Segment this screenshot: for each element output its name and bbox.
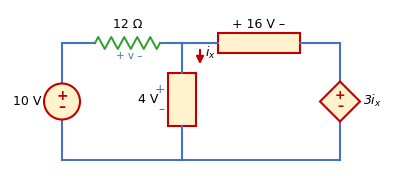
Text: 4 V: 4 V [138, 93, 158, 106]
Text: +: + [154, 83, 165, 96]
Text: +: + [334, 89, 345, 102]
Text: + 16 V –: + 16 V – [233, 18, 286, 31]
Bar [168, 73, 196, 126]
Text: –: – [159, 103, 165, 116]
Text: 12 Ω: 12 Ω [113, 18, 142, 31]
Text: +: + [56, 89, 68, 104]
Text: 10 V: 10 V [12, 95, 41, 108]
Text: –: – [58, 99, 66, 114]
Bar [218, 33, 300, 53]
Polygon shape [320, 82, 360, 121]
Circle shape [44, 83, 80, 120]
Text: 3$i_x$: 3$i_x$ [363, 92, 382, 108]
Text: $i_x$: $i_x$ [205, 45, 216, 61]
Text: + v –: + v – [116, 51, 143, 61]
Text: –: – [337, 100, 343, 113]
